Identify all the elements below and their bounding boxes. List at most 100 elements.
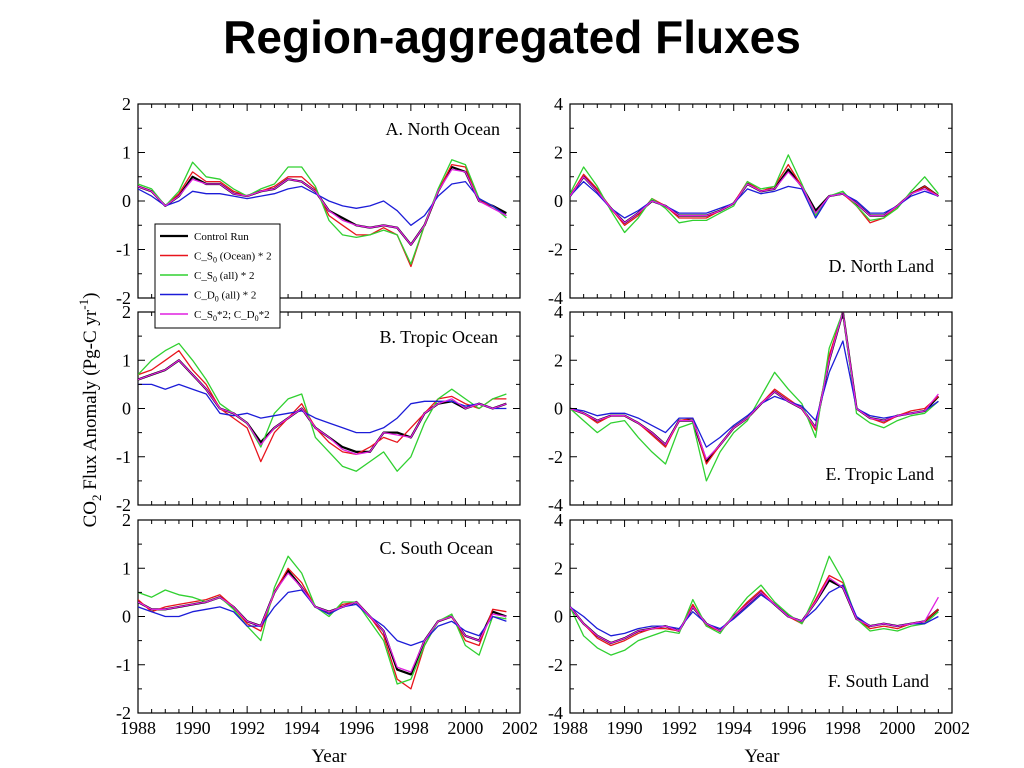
panels: -2 -1 0 1 2 A. North Ocean -2 -1 0 1 2 B. Tropic Oc… [116, 94, 970, 738]
panel-title: E. Tropic Land [825, 464, 934, 484]
panel-d-north-land: -4 -2 0 2 4 D. North Land [548, 94, 953, 308]
y-tick-label: 2 [554, 143, 563, 163]
y-tick-label: 0 [554, 399, 563, 419]
y-tick-label: 0 [122, 399, 131, 419]
y-tick-label: 2 [554, 558, 563, 578]
x-tick-label: 2000 [447, 718, 483, 738]
legend-label-part: Control Run [194, 231, 249, 243]
y-tick-label: -2 [548, 447, 563, 467]
panel-title: A. North Ocean [386, 119, 500, 139]
y-tick-label: 2 [554, 350, 563, 370]
series-line-c-s0-all-2 [138, 159, 507, 265]
y-axis-label: CO2 Flux Anomaly (Pg-C yr-1) [76, 293, 104, 528]
legend-label-part: 0 [213, 275, 217, 284]
series-line-c-s0-all-2 [138, 555, 507, 685]
plot-frame [137, 311, 521, 506]
panel-f-south-land: 1988 1990 1992 1994 1996 1998 2000 2002 -4 -2 0 2 4 F… [548, 510, 970, 738]
legend-label-part: 0 [213, 314, 217, 323]
x-tick-label: 1992 [229, 718, 265, 738]
series-line-c-s0-ocean-2 [138, 349, 507, 463]
y-tick-label: 2 [122, 302, 131, 322]
panel-b-tropic-ocean: -2 -1 0 1 2 B. Tropic Ocean [116, 302, 521, 515]
legend-label-part: C_S [194, 270, 213, 282]
y-tick-label: -1 [116, 655, 131, 675]
y-tick-label: -2 [548, 240, 563, 260]
x-tick-label: 1988 [120, 718, 156, 738]
legend-label: C_S0 (Ocean) * 2 [194, 251, 272, 265]
series-line-c-d0-all-2 [138, 180, 507, 226]
y-tick-label: 0 [122, 191, 131, 211]
y-tick-label: 1 [122, 558, 131, 578]
series-line-c-d0-all-2 [570, 180, 939, 219]
legend-label-part: 0 [213, 256, 217, 265]
series-group [570, 555, 940, 656]
series-line-c-d0-all-2 [138, 589, 507, 647]
series-line-c-s0-ocean-2 [570, 574, 939, 647]
y-axis-label-post: ) [80, 293, 101, 299]
y-tick-label: -1 [116, 447, 131, 467]
x-tick-label: 1998 [825, 718, 861, 738]
legend-label-part: (Ocean) * 2 [217, 251, 272, 263]
x-tick-label: 1992 [661, 718, 697, 738]
series-line-c-s0-all-2 [570, 555, 939, 656]
series-group [570, 154, 940, 234]
y-tick-label: -2 [116, 495, 131, 515]
legend-label: Control Run [194, 231, 249, 243]
series-line-c-s0-2-c-d0-2 [570, 577, 939, 644]
legend-label-part: *2; C_D [217, 309, 255, 321]
x-axis-label-right: Year [744, 746, 780, 767]
panel-c-south-ocean: 1988 1990 1992 1994 1996 1998 2000 2002 -2 -1 0 1 2 C… [116, 510, 538, 738]
y-tick-label: -4 [548, 495, 563, 515]
y-tick-label: 2 [122, 94, 131, 114]
x-tick-label: 1990 [175, 718, 211, 738]
y-tick-label: -4 [548, 288, 563, 308]
legend-label-part: 0 [255, 314, 259, 323]
y-tick-label: -2 [548, 655, 563, 675]
y-tick-label: -2 [116, 703, 131, 723]
y-tick-label: -2 [116, 288, 131, 308]
series-group [138, 342, 507, 472]
y-tick-label: 4 [554, 510, 563, 530]
y-axis-label-mid: Flux Anomaly (Pg-C yr [80, 309, 101, 494]
x-axis-label-left: Year [311, 746, 347, 767]
y-tick-label: 4 [554, 302, 563, 322]
series-line-c-s0-2-c-d0-2 [138, 572, 507, 673]
x-tick-label: 2000 [879, 718, 915, 738]
x-tick-label: 1994 [716, 718, 752, 738]
series-line-c-s0-all-2 [570, 154, 939, 234]
series-line-c-s0-2-c-d0-2 [570, 171, 939, 224]
series-line-c-s0-2-c-d0-2 [138, 359, 507, 455]
plot-frame [569, 311, 953, 506]
legend-label: C_S0 (all) * 2 [194, 270, 255, 284]
series-group [138, 159, 507, 268]
legend-label: C_S0*2; C_D0*2 [194, 309, 270, 323]
legend-label: C_D0 (all) * 2 [194, 290, 256, 304]
legend-label-part: (all) * 2 [217, 270, 255, 282]
y-tick-label: 0 [554, 607, 563, 627]
legend-box [154, 223, 281, 329]
y-tick-label: 0 [122, 607, 131, 627]
panel-title: C. South Ocean [380, 538, 493, 558]
x-tick-label: 1988 [552, 718, 588, 738]
legend-label-part: (all) * 2 [219, 290, 257, 302]
legend-label-part: C_S [194, 251, 213, 263]
y-tick-label: 0 [554, 191, 563, 211]
panel-title: D. North Land [829, 256, 934, 276]
y-tick-label: -4 [548, 703, 563, 723]
series-line-c-d0-all-2 [570, 340, 939, 448]
x-tick-label: 2002 [934, 718, 970, 738]
series-group [570, 312, 940, 482]
x-tick-label: 1996 [338, 718, 374, 738]
x-tick-label: 1996 [770, 718, 806, 738]
panel-title: F. South Land [828, 671, 929, 691]
y-tick-label: 1 [122, 143, 131, 163]
legend-label-part: C_D [194, 290, 215, 302]
legend-label-part: *2 [259, 309, 270, 321]
series-line-c-s0-all-2 [570, 312, 939, 482]
plot-frame [569, 519, 953, 714]
panel-title: B. Tropic Ocean [380, 327, 499, 347]
x-tick-label: 2002 [502, 718, 538, 738]
y-tick-label: 4 [554, 94, 563, 114]
